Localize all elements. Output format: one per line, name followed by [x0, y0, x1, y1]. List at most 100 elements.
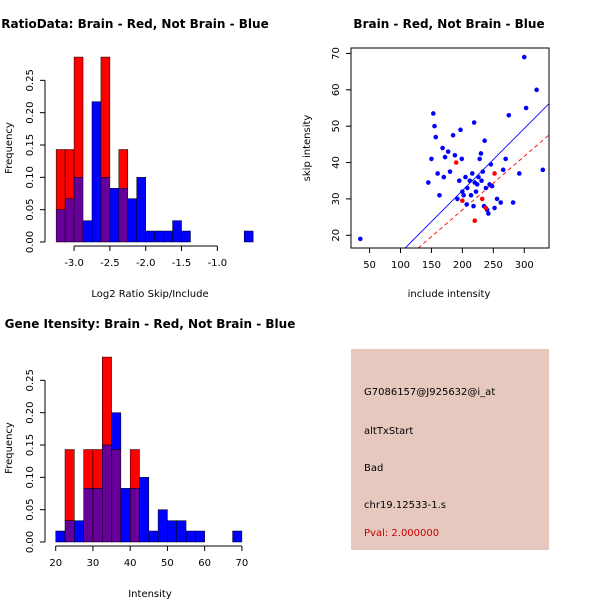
scatter-y-tick-label-2: 40	[331, 156, 342, 169]
ratio-overlap-bar-5	[100, 177, 111, 243]
gene-x-tick-label-3: 50	[161, 558, 174, 569]
ratio-bar-5	[100, 56, 111, 178]
ratio-bar-0	[55, 149, 66, 210]
scatter-point-blue-51	[510, 200, 516, 205]
gene-histogram-panel: Gene Itensity: Brain - Red, Not Brain - …	[4, 317, 295, 600]
ratio-bar-11	[154, 230, 164, 243]
scatter-point-blue-20	[461, 192, 466, 198]
scatter-point-blue-48	[500, 167, 506, 173]
scatter-point-blue-25	[468, 192, 474, 198]
gene-x-tick-label-2: 40	[124, 558, 137, 569]
scatter-panel: Brain - Red, Not Brain - Blue include in…	[302, 17, 550, 300]
scatter-point-blue-2	[429, 156, 434, 162]
scatter-ylabel: skip intensity	[302, 115, 313, 182]
quality-label: Bad	[364, 463, 383, 474]
scatter-title: Brain - Red, Not Brain - Blue	[353, 17, 544, 31]
scatter-point-blue-5	[433, 134, 439, 140]
scatter-point-blue-54	[523, 105, 529, 111]
scatter-point-blue-17	[458, 127, 463, 133]
scatter-point-blue-7	[437, 192, 442, 198]
ratio-x-tick-label-4: -1.0	[208, 258, 228, 269]
scatter-point-blue-9	[441, 174, 447, 180]
scatter-x-tick-label-2: 150	[422, 260, 441, 271]
scatter-point-blue-35	[479, 178, 484, 184]
ratio-histogram-xlabel: Log2 Ratio Skip/Include	[91, 289, 208, 300]
gene-overlap-bar-6	[111, 449, 122, 543]
ratio-bar-14	[181, 230, 191, 243]
ratio-y-tick-label-2: 0.10	[25, 166, 36, 188]
event-type: altTxStart	[364, 426, 413, 437]
ratio-bar-12	[163, 230, 173, 243]
scatter-point-blue-43	[488, 162, 494, 167]
scatter-point-blue-33	[477, 156, 483, 162]
scatter-point-blue-4	[432, 123, 437, 129]
ratio-histogram-panel: RatioData: Brain - Red, Not Brain - Blue…	[1, 17, 268, 300]
ratio-bar-1	[64, 149, 75, 199]
scatter-y-tick-label-1: 30	[331, 193, 342, 206]
scatter-point-blue-8	[440, 145, 445, 151]
scatter-point-red-0	[453, 160, 459, 165]
gene-bar-1	[64, 449, 75, 521]
scatter-point-blue-49	[503, 156, 508, 162]
ratio-bar-13	[172, 220, 182, 243]
scatter-point-blue-19	[460, 189, 465, 194]
scatter-point-blue-47	[498, 200, 504, 205]
scatter-point-blue-22	[464, 202, 470, 207]
scatter-point-blue-53	[521, 54, 527, 60]
ratio-histogram-ylabel: Frequency	[4, 122, 15, 174]
gene-bar-9	[139, 477, 150, 543]
gene-bar-19	[232, 530, 243, 543]
scatter-point-blue-23	[465, 185, 470, 191]
scatter-point-blue-50	[506, 112, 512, 118]
ratio-x-tick-label-3: -1.5	[172, 258, 192, 269]
pval-label: Pval: 2.000000	[364, 528, 439, 539]
scatter-point-blue-55	[534, 87, 539, 93]
location-label: chr19.12533-1.s	[364, 500, 446, 511]
scatter-x-tick-label-5: 300	[515, 260, 534, 271]
gene-x-tick-label-4: 60	[198, 558, 211, 569]
scatter-point-blue-36	[480, 169, 486, 174]
scatter-point-blue-52	[517, 171, 522, 176]
scatter-y-tick-label-0: 20	[331, 229, 342, 242]
ratio-overlap-bar-0	[55, 209, 66, 243]
gene-bar-3	[83, 449, 94, 489]
scatter-point-blue-31	[474, 182, 480, 187]
scatter-y-tick-label-3: 50	[331, 120, 342, 133]
gene-x-tick-label-1: 30	[87, 558, 100, 569]
gene-y-tick-label-0: 0.00	[25, 531, 36, 553]
gene-overlap-bar-8	[129, 488, 140, 543]
gene-y-tick-label-5: 0.25	[25, 369, 36, 391]
scatter-point-blue-26	[469, 171, 475, 176]
gene-bar-12	[167, 520, 177, 543]
ratio-y-tick-label-5: 0.25	[25, 69, 36, 91]
gene-overlap-bar-1	[64, 520, 75, 543]
ratio-bar-4	[91, 101, 102, 243]
scatter-point-blue-28	[471, 120, 477, 125]
ratio-x-tick-label-1: -2.5	[100, 258, 120, 269]
gene-histogram-xlabel: Intensity	[128, 589, 172, 600]
gene-overlap-bar-3	[83, 488, 94, 543]
ratio-x-tick-label-0: -3.0	[64, 258, 84, 269]
gene-bar-11	[157, 509, 168, 543]
scatter-point-blue-30	[473, 189, 479, 194]
scatter-plot-frame	[350, 47, 550, 249]
scatter-y-tick-label-4: 60	[331, 83, 342, 96]
scatter-point-blue-38	[482, 138, 487, 144]
scatter-point-blue-27	[471, 203, 476, 209]
scatter-point-blue-46	[494, 196, 500, 202]
ratio-overlap-bar-1	[64, 198, 75, 243]
scatter-point-blue-6	[435, 171, 440, 176]
ratio-y-tick-label-0: 0.00	[25, 231, 36, 253]
info-panel: G7086157@J925632@i_at altTxStart Bad chr…	[351, 349, 549, 550]
ratio-y-tick-label-1: 0.05	[25, 199, 36, 221]
scatter-x-tick-label-3: 200	[453, 260, 472, 271]
gene-y-tick-label-1: 0.05	[25, 499, 36, 521]
scatter-point-red-4	[483, 205, 489, 211]
ratio-y-tick-label-4: 0.20	[25, 102, 36, 124]
scatter-point-red-1	[460, 198, 465, 204]
scatter-axes: 50 100 150 200 250 300 20 30 40 50 60 70	[331, 47, 550, 271]
gene-histogram-axes: 20 30 40 50 60 70 0.00 0.05 0.10 0.15 0.20 0.25	[25, 369, 248, 569]
scatter-point-blue-56	[540, 167, 546, 173]
scatter-x-tick-label-4: 250	[484, 260, 503, 271]
